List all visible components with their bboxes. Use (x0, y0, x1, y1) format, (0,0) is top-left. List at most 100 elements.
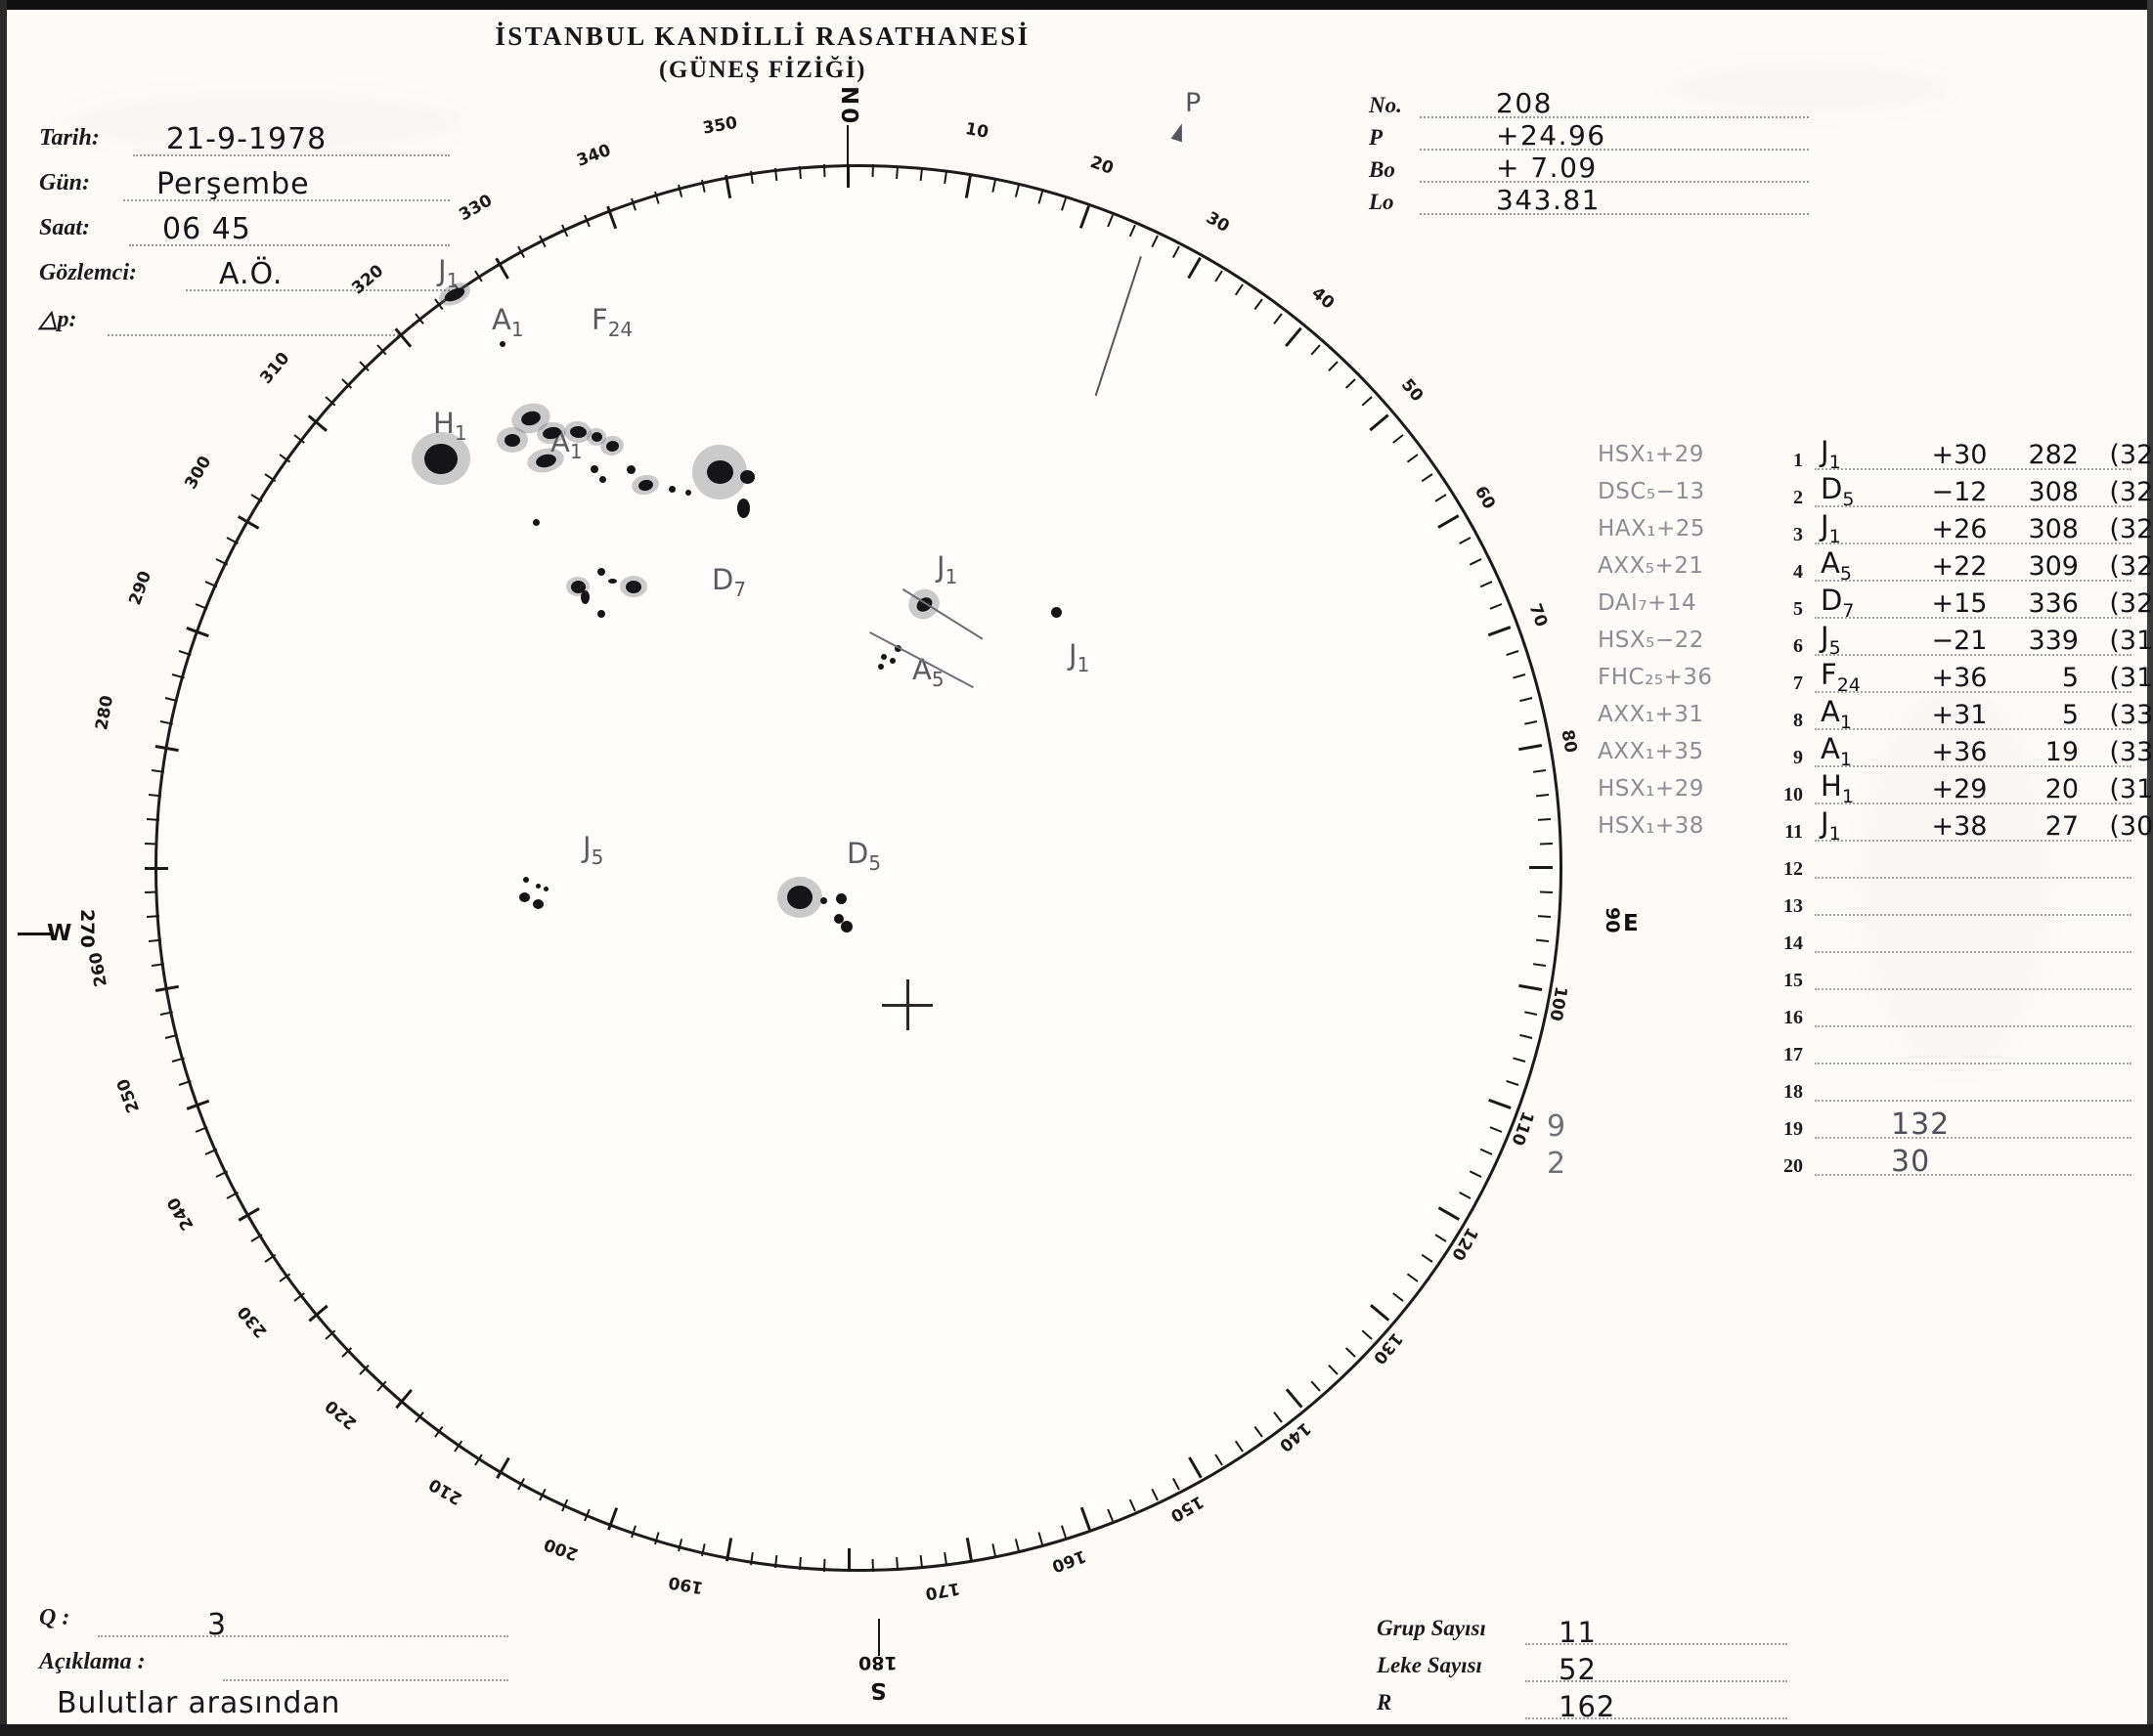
degree-label-340: 340 (574, 141, 614, 172)
table-row-class[interactable]: J1 (1821, 806, 1841, 845)
table-row-class[interactable]: D7 (1821, 584, 1855, 622)
table-row-total[interactable]: 132 (1891, 1107, 1951, 1142)
table-row-class[interactable]: D5 (1821, 472, 1855, 510)
table-row-longitude[interactable]: 282 (2028, 440, 2079, 470)
table-row-longitude[interactable]: 309 (2028, 551, 2079, 582)
remarks-note: Bulutlar arasından (57, 1686, 341, 1720)
umbra (597, 568, 605, 576)
table-row: 17 (1598, 1032, 2131, 1069)
table-row-index: 1 (1793, 450, 1803, 471)
degree-label-290: 290 (125, 568, 156, 609)
table-row-pencil-class: AXX₁+35 (1598, 739, 1704, 764)
table-row-carrington[interactable]: (319) (2109, 626, 2153, 656)
footer-total-value[interactable]: 162 (1559, 1690, 1616, 1723)
table-row-carrington[interactable]: (321) (2109, 514, 2153, 544)
umbra (685, 490, 691, 496)
table-row-carrington[interactable]: (329) (2109, 551, 2153, 582)
footer-left-form: Q : 3 Açıklama : (39, 1601, 508, 1689)
table-row-index: 5 (1793, 598, 1803, 620)
table-row-latitude[interactable]: +22 (1931, 551, 1988, 582)
table-row: 2 20 30 (1547, 1144, 2131, 1181)
degree-label-190: 190 (666, 1572, 705, 1598)
umbra (890, 658, 896, 664)
degree-scale-ring: 10 20 30 40 50 60 70 80 100 110 120 130 140 150 160 170… (86, 112, 1582, 1611)
table-row-latitude[interactable]: +36 (1931, 663, 1988, 693)
table-row-latitude[interactable]: +31 (1931, 700, 1988, 730)
table-row-index: 4 (1793, 561, 1803, 583)
table-row-latitude[interactable]: +26 (1931, 514, 1988, 544)
table-row-latitude[interactable]: +29 (1931, 774, 1988, 804)
umbra (1050, 606, 1062, 618)
table-row-latitude[interactable]: −12 (1931, 477, 1988, 507)
table-row-longitude[interactable]: 336 (2028, 588, 2079, 619)
table-row-index: 12 (1783, 858, 1803, 880)
table-row-class[interactable]: F24 (1821, 658, 1861, 696)
table-row-carrington[interactable]: (328) (2109, 477, 2153, 507)
table-row-class[interactable]: H1 (1821, 769, 1854, 807)
form-value[interactable]: 21-9-1978 (166, 122, 328, 156)
umbra (580, 590, 590, 604)
table-row: HSX₅−22 6 J5 −21 339 (319) (1598, 621, 2153, 661)
table-row-carrington[interactable]: (312) (2109, 774, 2153, 804)
degree-label-70: 70 (1524, 601, 1551, 630)
table-row-latitude[interactable]: +38 (1931, 811, 1988, 842)
form-label: △p: (39, 307, 77, 332)
form-value[interactable]: Perşembe (156, 167, 310, 201)
param-label: P (1369, 125, 1384, 150)
solar-limb-circle (154, 164, 1562, 1572)
param-label: No. (1369, 93, 1402, 117)
form-value[interactable]: 06 45 (162, 212, 251, 246)
table-row-pencil-class: DAI₇+14 (1598, 590, 1697, 616)
footer-total-value[interactable]: 11 (1559, 1616, 1597, 1649)
table-row-index: 17 (1783, 1044, 1803, 1065)
table-row-class[interactable]: A1 (1821, 732, 1852, 770)
table-row-longitude[interactable]: 20 (2044, 774, 2079, 804)
table-row-longitude[interactable]: 5 (2061, 663, 2079, 693)
table-row-carrington[interactable]: (325) (2109, 588, 2153, 619)
table-row-carrington[interactable]: (317) (2109, 663, 2153, 693)
table-row-latitude[interactable]: −21 (1931, 626, 1988, 656)
table-row-latitude[interactable]: +36 (1931, 737, 1988, 767)
param-value[interactable]: + 7.09 (1496, 152, 1598, 184)
table-row-longitude[interactable]: 308 (2028, 514, 2079, 544)
degree-label-20: 20 (1086, 152, 1117, 180)
param-value[interactable]: 343.81 (1496, 184, 1601, 216)
scan-edge-bottom (0, 1724, 2153, 1736)
table-row-carrington[interactable]: (332) (2109, 700, 2153, 730)
table-row-latitude[interactable]: +30 (1931, 440, 1988, 470)
footer-value[interactable]: 3 (207, 1608, 227, 1642)
table-row-longitude[interactable]: 5 (2061, 700, 2079, 730)
table-row: DAI₇+14 5 D7 +15 336 (325) (1598, 584, 2153, 624)
degree-label-30: 30 (1203, 207, 1233, 238)
table-row-total[interactable]: 30 (1891, 1145, 1931, 1179)
group-label-d5: D5 (847, 837, 882, 875)
group-label-a1-upper: A1 (492, 303, 524, 341)
table-row-class[interactable]: J1 (1821, 509, 1841, 547)
degree-label-220: 220 (322, 1396, 362, 1434)
table-row-carrington[interactable]: (309) (2109, 811, 2153, 842)
table-row-longitude[interactable]: 19 (2044, 737, 2079, 767)
table-row-longitude[interactable]: 27 (2044, 811, 2079, 842)
degree-label-80: 80 (1557, 727, 1581, 755)
table-row-longitude[interactable]: 308 (2028, 477, 2079, 507)
table-row-carrington[interactable]: (327) (2109, 440, 2153, 470)
table-row-class[interactable]: J5 (1821, 621, 1841, 659)
footer-total-value[interactable]: 52 (1559, 1653, 1597, 1686)
param-value[interactable]: +24.96 (1496, 119, 1606, 152)
form-value[interactable]: A.Ö. (219, 257, 284, 291)
degree-label-110: 110 (1506, 1107, 1537, 1149)
degree-label-210: 210 (425, 1474, 466, 1509)
table-row: 15 (1598, 958, 2131, 995)
table-row-longitude[interactable]: 339 (2028, 626, 2079, 656)
table-row-carrington[interactable]: (331) (2109, 737, 2153, 767)
table-row: AXX₁+31 8 A1 +31 5 (332) (1598, 695, 2153, 735)
table-row-class[interactable]: A1 (1821, 695, 1852, 733)
degree-label-160: 160 (1048, 1544, 1088, 1576)
footer-total-label: Grup Sayısı (1377, 1616, 1486, 1640)
table-row-pencil-class: HSX₁+29 (1598, 442, 1704, 467)
table-row-latitude[interactable]: +15 (1931, 588, 1988, 619)
table-row-class[interactable]: J1 (1821, 435, 1841, 473)
param-value[interactable]: 208 (1496, 87, 1553, 119)
cardinal-east-degree: 90 (1602, 907, 1623, 933)
table-row-class[interactable]: A5 (1821, 546, 1852, 585)
